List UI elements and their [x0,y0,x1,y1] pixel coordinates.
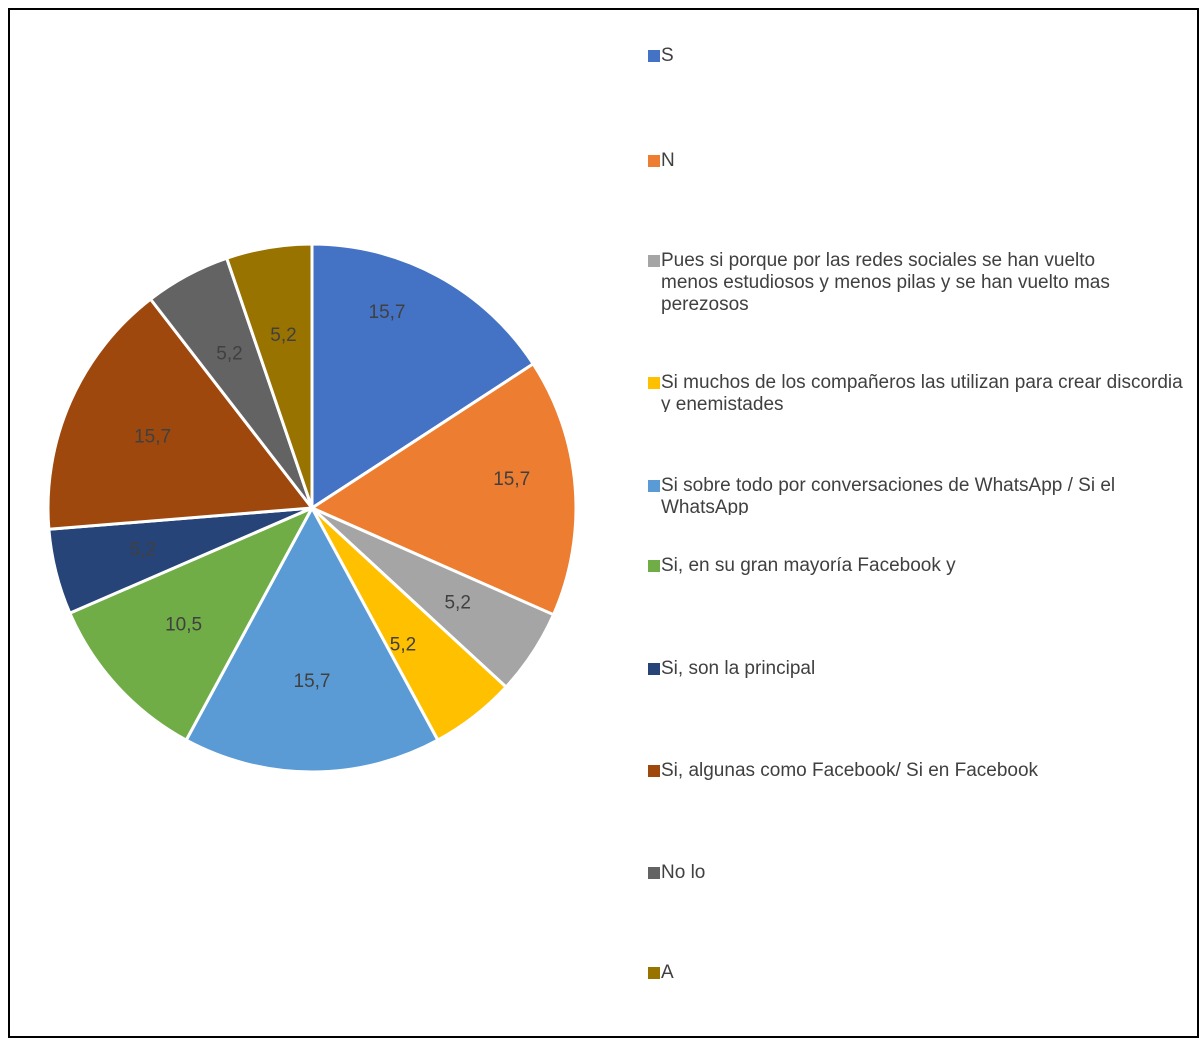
legend-swatch [648,50,660,62]
chart-frame: 15,7 15,7 5,2 5,2 15,7 10,5 5,2 15,7 5,2 5,2 S N Pu… [8,8,1199,1038]
legend-item: No lo [648,862,1188,886]
pie-slice [46,297,314,531]
legend-swatch [648,480,660,492]
legend-item: Pues si porque por las redes sociales se… [648,250,1188,360]
legend-swatch [648,255,660,267]
legend-swatch [648,867,660,879]
slice-data-label: 15,7 [134,427,171,448]
legend-swatch [648,765,660,777]
legend-item: Si, algunas como Facebook/ Si en Faceboo… [648,760,1188,784]
slice-data-label: 15,7 [294,671,331,692]
pie-slice [310,242,535,510]
legend-item: N [648,150,1188,174]
legend-label: Pues si porque por las redes sociales se… [661,250,1110,315]
legend-item: Si, en su gran mayoría Facebook y [648,555,1188,579]
pie-slice [184,506,440,774]
legend-swatch [648,663,660,675]
slice-data-label: 10,5 [165,615,202,636]
legend-swatch [648,377,660,389]
legend-item: Si sobre todo por conversaciones de What… [648,475,1188,515]
slice-data-label: 5,2 [390,635,416,656]
pie-slice [68,506,314,742]
legend-item: S [648,45,1188,69]
slice-data-label: 15,7 [493,469,530,490]
slice-data-label: 15,7 [369,302,406,323]
slice-data-label: 5,2 [444,593,470,614]
legend-item: Si muchos de los compañeros las utilizan… [648,372,1188,412]
legend-swatch [648,560,660,572]
legend-label: S [661,45,674,66]
legend: S N Pues si porque por las redes sociales … [648,10,1188,1010]
legend-swatch [648,967,660,979]
legend-label: Si, en su gran mayoría Facebook y [661,555,956,576]
legend-item: A [648,962,1188,986]
slice-data-label: 5,2 [130,539,156,560]
legend-label: N [661,150,675,171]
slice-data-label: 5,2 [270,325,296,346]
legend-swatch [648,155,660,167]
legend-label: Si, algunas como Facebook/ Si en Faceboo… [661,760,1039,781]
pie-chart: 15,7 15,7 5,2 5,2 15,7 10,5 5,2 15,7 5,2 5,2 [46,242,578,774]
legend-label: Si sobre todo por conversaciones de What… [661,475,1116,515]
pie-slice [225,242,314,510]
legend-item: Si, son la principal [648,658,1188,682]
slice-data-label: 5,2 [216,344,242,365]
legend-label: Si, son la principal [661,658,816,679]
legend-label: A [661,962,674,983]
legend-label: Si muchos de los compañeros las utilizan… [661,372,1183,412]
legend-label: No lo [661,862,706,883]
pie-slice [310,362,578,617]
